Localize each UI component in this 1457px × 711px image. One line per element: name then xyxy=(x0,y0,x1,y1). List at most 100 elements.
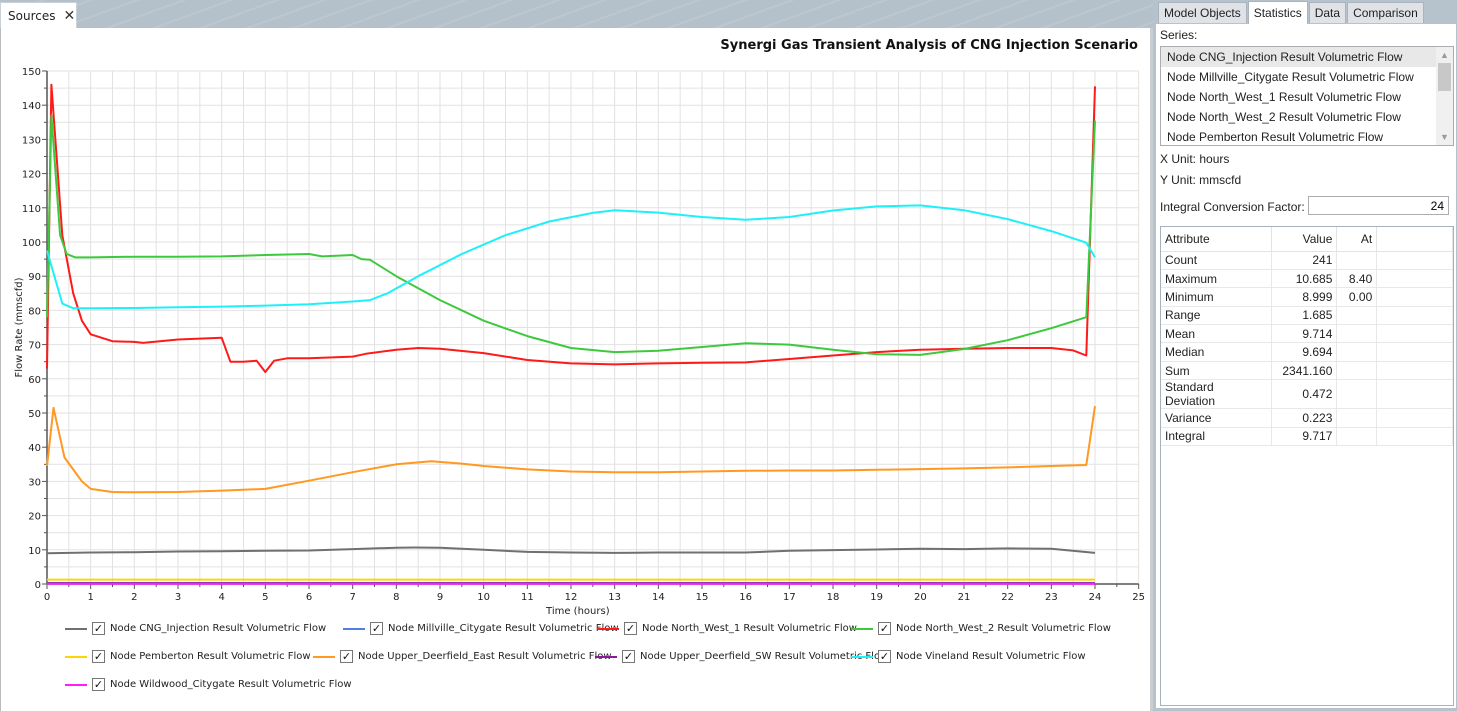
legend-line-swatch xyxy=(65,627,87,630)
x-tick-label: 17 xyxy=(783,592,796,603)
y-tick-label: 150 xyxy=(22,67,41,78)
y-tick-label: 50 xyxy=(28,409,41,420)
legend-item[interactable]: ✓ Node North_West_2 Result Volumetric Flo… xyxy=(851,622,1111,635)
legend-line-swatch xyxy=(851,627,873,630)
tab-model-objects[interactable]: Model Objects xyxy=(1158,2,1247,23)
table-row[interactable]: Count 241 xyxy=(1161,251,1453,270)
table-row[interactable]: Mean 9.714 xyxy=(1161,324,1453,344)
x-tick-label: 5 xyxy=(262,592,268,603)
chevron-down-icon[interactable]: ▼ xyxy=(1440,132,1449,142)
filler-cell xyxy=(1376,269,1453,289)
legend-item[interactable]: ✓ Node Upper_Deerfield_SW Result Volumetr… xyxy=(595,650,888,663)
filler-cell xyxy=(1376,408,1453,428)
series-list-item[interactable]: Node North_West_2 Result Volumetric Flow xyxy=(1167,110,1401,124)
legend-item[interactable]: ✓ Node North_West_1 Result Volumetric Flo… xyxy=(597,622,857,635)
y-tick-label: 110 xyxy=(22,204,41,215)
tab-statistics[interactable]: Statistics xyxy=(1247,1,1308,24)
legend-label: Node Upper_Deerfield_East Result Volumet… xyxy=(358,651,612,662)
legend-line-swatch xyxy=(65,683,87,686)
column-header-at[interactable]: At xyxy=(1336,227,1378,252)
x-tick-label: 7 xyxy=(349,592,355,603)
at-cell xyxy=(1336,427,1378,447)
legend-checkbox[interactable]: ✓ xyxy=(878,650,891,663)
legend-label: Node Millville_Citygate Result Volumetri… xyxy=(388,623,619,634)
x-tick-label: 3 xyxy=(175,592,181,603)
tab-comparison[interactable]: Comparison xyxy=(1347,2,1424,23)
table-row[interactable]: Minimum 8.999 0.00 xyxy=(1161,287,1453,307)
legend-checkbox[interactable]: ✓ xyxy=(622,650,635,663)
legend-item[interactable]: ✓ Node CNG_Injection Result Volumetric Fl… xyxy=(65,622,326,635)
series-line[interactable] xyxy=(46,546,1096,555)
close-icon[interactable]: ✕ xyxy=(63,7,76,24)
at-cell xyxy=(1336,251,1378,270)
legend-checkbox[interactable]: ✓ xyxy=(340,650,353,663)
series-list-item[interactable]: Node Pemberton Result Volumetric Flow xyxy=(1167,130,1384,144)
legend-item[interactable]: ✓ Node Millville_Citygate Result Volumetr… xyxy=(343,622,619,635)
side-panel-tabs: Model Objects Statistics Data Comparison xyxy=(1158,1,1425,24)
x-tick-label: 20 xyxy=(914,592,927,603)
table-row[interactable]: Integral 9.717 xyxy=(1161,427,1453,447)
x-tick-label: 13 xyxy=(608,592,621,603)
column-header-attribute[interactable]: Attribute xyxy=(1161,227,1272,252)
x-tick-label: 25 xyxy=(1132,592,1145,603)
filler-cell xyxy=(1376,306,1453,326)
legend-item[interactable]: ✓ Node Upper_Deerfield_East Result Volume… xyxy=(313,650,612,663)
y-tick-label: 10 xyxy=(28,546,41,557)
statistics-panel: Series: Node CNG_Injection Result Volume… xyxy=(1156,24,1456,708)
legend-checkbox[interactable]: ✓ xyxy=(92,650,105,663)
table-row[interactable]: Maximum 10.685 8.40 xyxy=(1161,269,1453,289)
series-line[interactable] xyxy=(46,204,1096,310)
series-list-item[interactable]: Node CNG_Injection Result Volumetric Flo… xyxy=(1161,47,1453,67)
attribute-cell: Maximum xyxy=(1161,269,1272,289)
legend-line-swatch xyxy=(595,655,617,658)
column-header-value[interactable]: Value xyxy=(1271,227,1338,252)
legend-label: Node CNG_Injection Result Volumetric Flo… xyxy=(110,623,327,634)
value-cell: 9.694 xyxy=(1271,342,1338,362)
at-cell xyxy=(1336,342,1378,362)
series-list-item[interactable]: Node Millville_Citygate Result Volumetri… xyxy=(1167,70,1414,84)
tab-data[interactable]: Data xyxy=(1308,2,1347,23)
legend-label: Node Upper_Deerfield_SW Result Volumetri… xyxy=(640,651,889,662)
filler-cell xyxy=(1376,324,1453,344)
filler-cell xyxy=(1376,361,1453,381)
series-line[interactable] xyxy=(46,406,1096,494)
legend-checkbox[interactable]: ✓ xyxy=(92,622,105,635)
series-line[interactable] xyxy=(46,83,1096,373)
tab-sources[interactable]: Sources ✕ xyxy=(0,2,77,28)
legend-label: Node Pemberton Result Volumetric Flow xyxy=(110,651,311,662)
legend-line-swatch xyxy=(313,655,335,658)
y-tick-label: 20 xyxy=(28,512,41,523)
table-row[interactable]: Range 1.685 xyxy=(1161,306,1453,326)
legend-item[interactable]: ✓ Node Wildwood_Citygate Result Volumetri… xyxy=(65,678,352,691)
table-row[interactable]: Variance 0.223 xyxy=(1161,408,1453,428)
filler-cell xyxy=(1376,427,1453,447)
y-tick-label: 0 xyxy=(35,580,41,591)
series-scrollbar[interactable]: ▲ ▼ xyxy=(1436,47,1453,145)
legend-checkbox[interactable]: ✓ xyxy=(624,622,637,635)
x-tick-label: 19 xyxy=(870,592,883,603)
legend-checkbox[interactable]: ✓ xyxy=(878,622,891,635)
legend-item[interactable]: ✓ Node Vineland Result Volumetric Flow xyxy=(851,650,1086,663)
legend-checkbox[interactable]: ✓ xyxy=(370,622,383,635)
integral-conversion-factor-input[interactable] xyxy=(1308,196,1449,215)
attribute-cell: Count xyxy=(1161,251,1272,270)
series-listbox[interactable]: Node CNG_Injection Result Volumetric Flo… xyxy=(1160,46,1454,146)
x-tick-label: 4 xyxy=(218,592,224,603)
chart-area: Synergi Gas Transient Analysis of CNG In… xyxy=(0,28,1153,711)
attribute-cell: Median xyxy=(1161,342,1272,362)
x-tick-label: 2 xyxy=(131,592,137,603)
table-row[interactable]: Standard Deviation 0.472 xyxy=(1161,379,1453,410)
scrollbar-thumb[interactable] xyxy=(1438,63,1451,91)
legend-item[interactable]: ✓ Node Pemberton Result Volumetric Flow xyxy=(65,650,311,663)
value-cell: 9.714 xyxy=(1271,324,1338,344)
chevron-up-icon[interactable]: ▲ xyxy=(1440,50,1449,60)
x-tick-label: 18 xyxy=(827,592,840,603)
table-row[interactable]: Sum 2341.160 xyxy=(1161,361,1453,381)
series-line[interactable] xyxy=(46,114,1096,356)
legend-checkbox[interactable]: ✓ xyxy=(92,678,105,691)
table-row[interactable]: Median 9.694 xyxy=(1161,342,1453,362)
series-list-item[interactable]: Node North_West_1 Result Volumetric Flow xyxy=(1167,90,1401,104)
x-tick-label: 8 xyxy=(393,592,399,603)
value-cell: 241 xyxy=(1271,251,1338,270)
